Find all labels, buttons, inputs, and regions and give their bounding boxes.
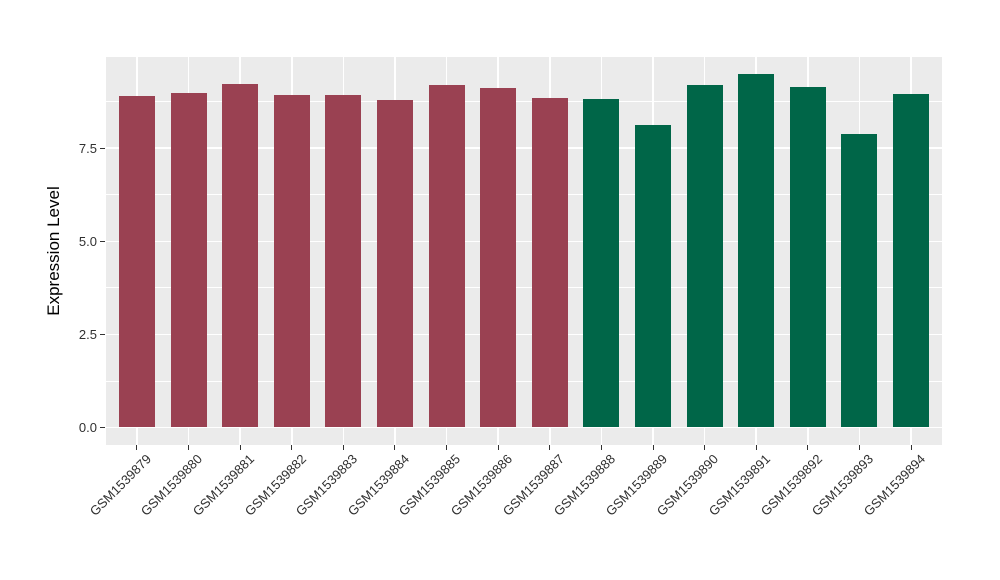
bar: [376, 100, 414, 428]
bar: [325, 94, 362, 428]
y-tick-mark: [100, 147, 105, 149]
bar: [480, 88, 517, 428]
major-gridline-h: [106, 240, 942, 243]
bar: [222, 83, 259, 428]
y-tick-label: 0.0: [78, 419, 97, 435]
x-tick-mark: [652, 445, 654, 450]
bar: [583, 99, 620, 428]
x-tick-mark: [394, 445, 396, 450]
x-tick-mark: [291, 445, 293, 450]
x-tick-mark: [497, 445, 499, 450]
bar: [686, 84, 723, 428]
x-tick-mark: [342, 445, 344, 450]
y-tick-label: 5.0: [78, 233, 97, 249]
x-tick-mark: [807, 445, 809, 450]
minor-gridline-h: [106, 287, 942, 289]
bar: [892, 94, 930, 428]
bar: [118, 95, 155, 428]
bar: [789, 86, 826, 428]
x-tick-mark: [858, 445, 860, 450]
minor-gridline-h: [106, 101, 942, 103]
minor-gridline-h: [106, 380, 942, 382]
y-tick-mark: [100, 426, 105, 428]
bar: [170, 92, 207, 428]
major-gridline-h: [106, 147, 942, 149]
x-tick-mark: [704, 445, 706, 450]
x-tick-mark: [446, 445, 448, 450]
x-tick-mark: [188, 445, 190, 450]
bar: [841, 134, 878, 428]
bar: [428, 84, 465, 428]
y-tick-mark: [100, 333, 105, 335]
x-tick-mark: [136, 445, 138, 450]
minor-gridline-h: [106, 194, 942, 196]
x-tick-mark: [239, 445, 241, 450]
bar: [634, 125, 672, 428]
bar: [738, 74, 775, 428]
x-tick-mark: [755, 445, 757, 450]
bar: [531, 97, 568, 428]
x-tick-mark: [600, 445, 602, 450]
y-tick-label: 7.5: [78, 140, 97, 156]
y-tick-label: 2.5: [78, 326, 97, 342]
x-tick-mark: [549, 445, 551, 450]
major-gridline-h: [106, 426, 942, 429]
y-tick-mark: [100, 240, 105, 242]
x-tick-mark: [910, 445, 912, 450]
major-gridline-h: [106, 333, 942, 336]
bar: [273, 94, 310, 428]
plot-panel: [106, 57, 942, 445]
